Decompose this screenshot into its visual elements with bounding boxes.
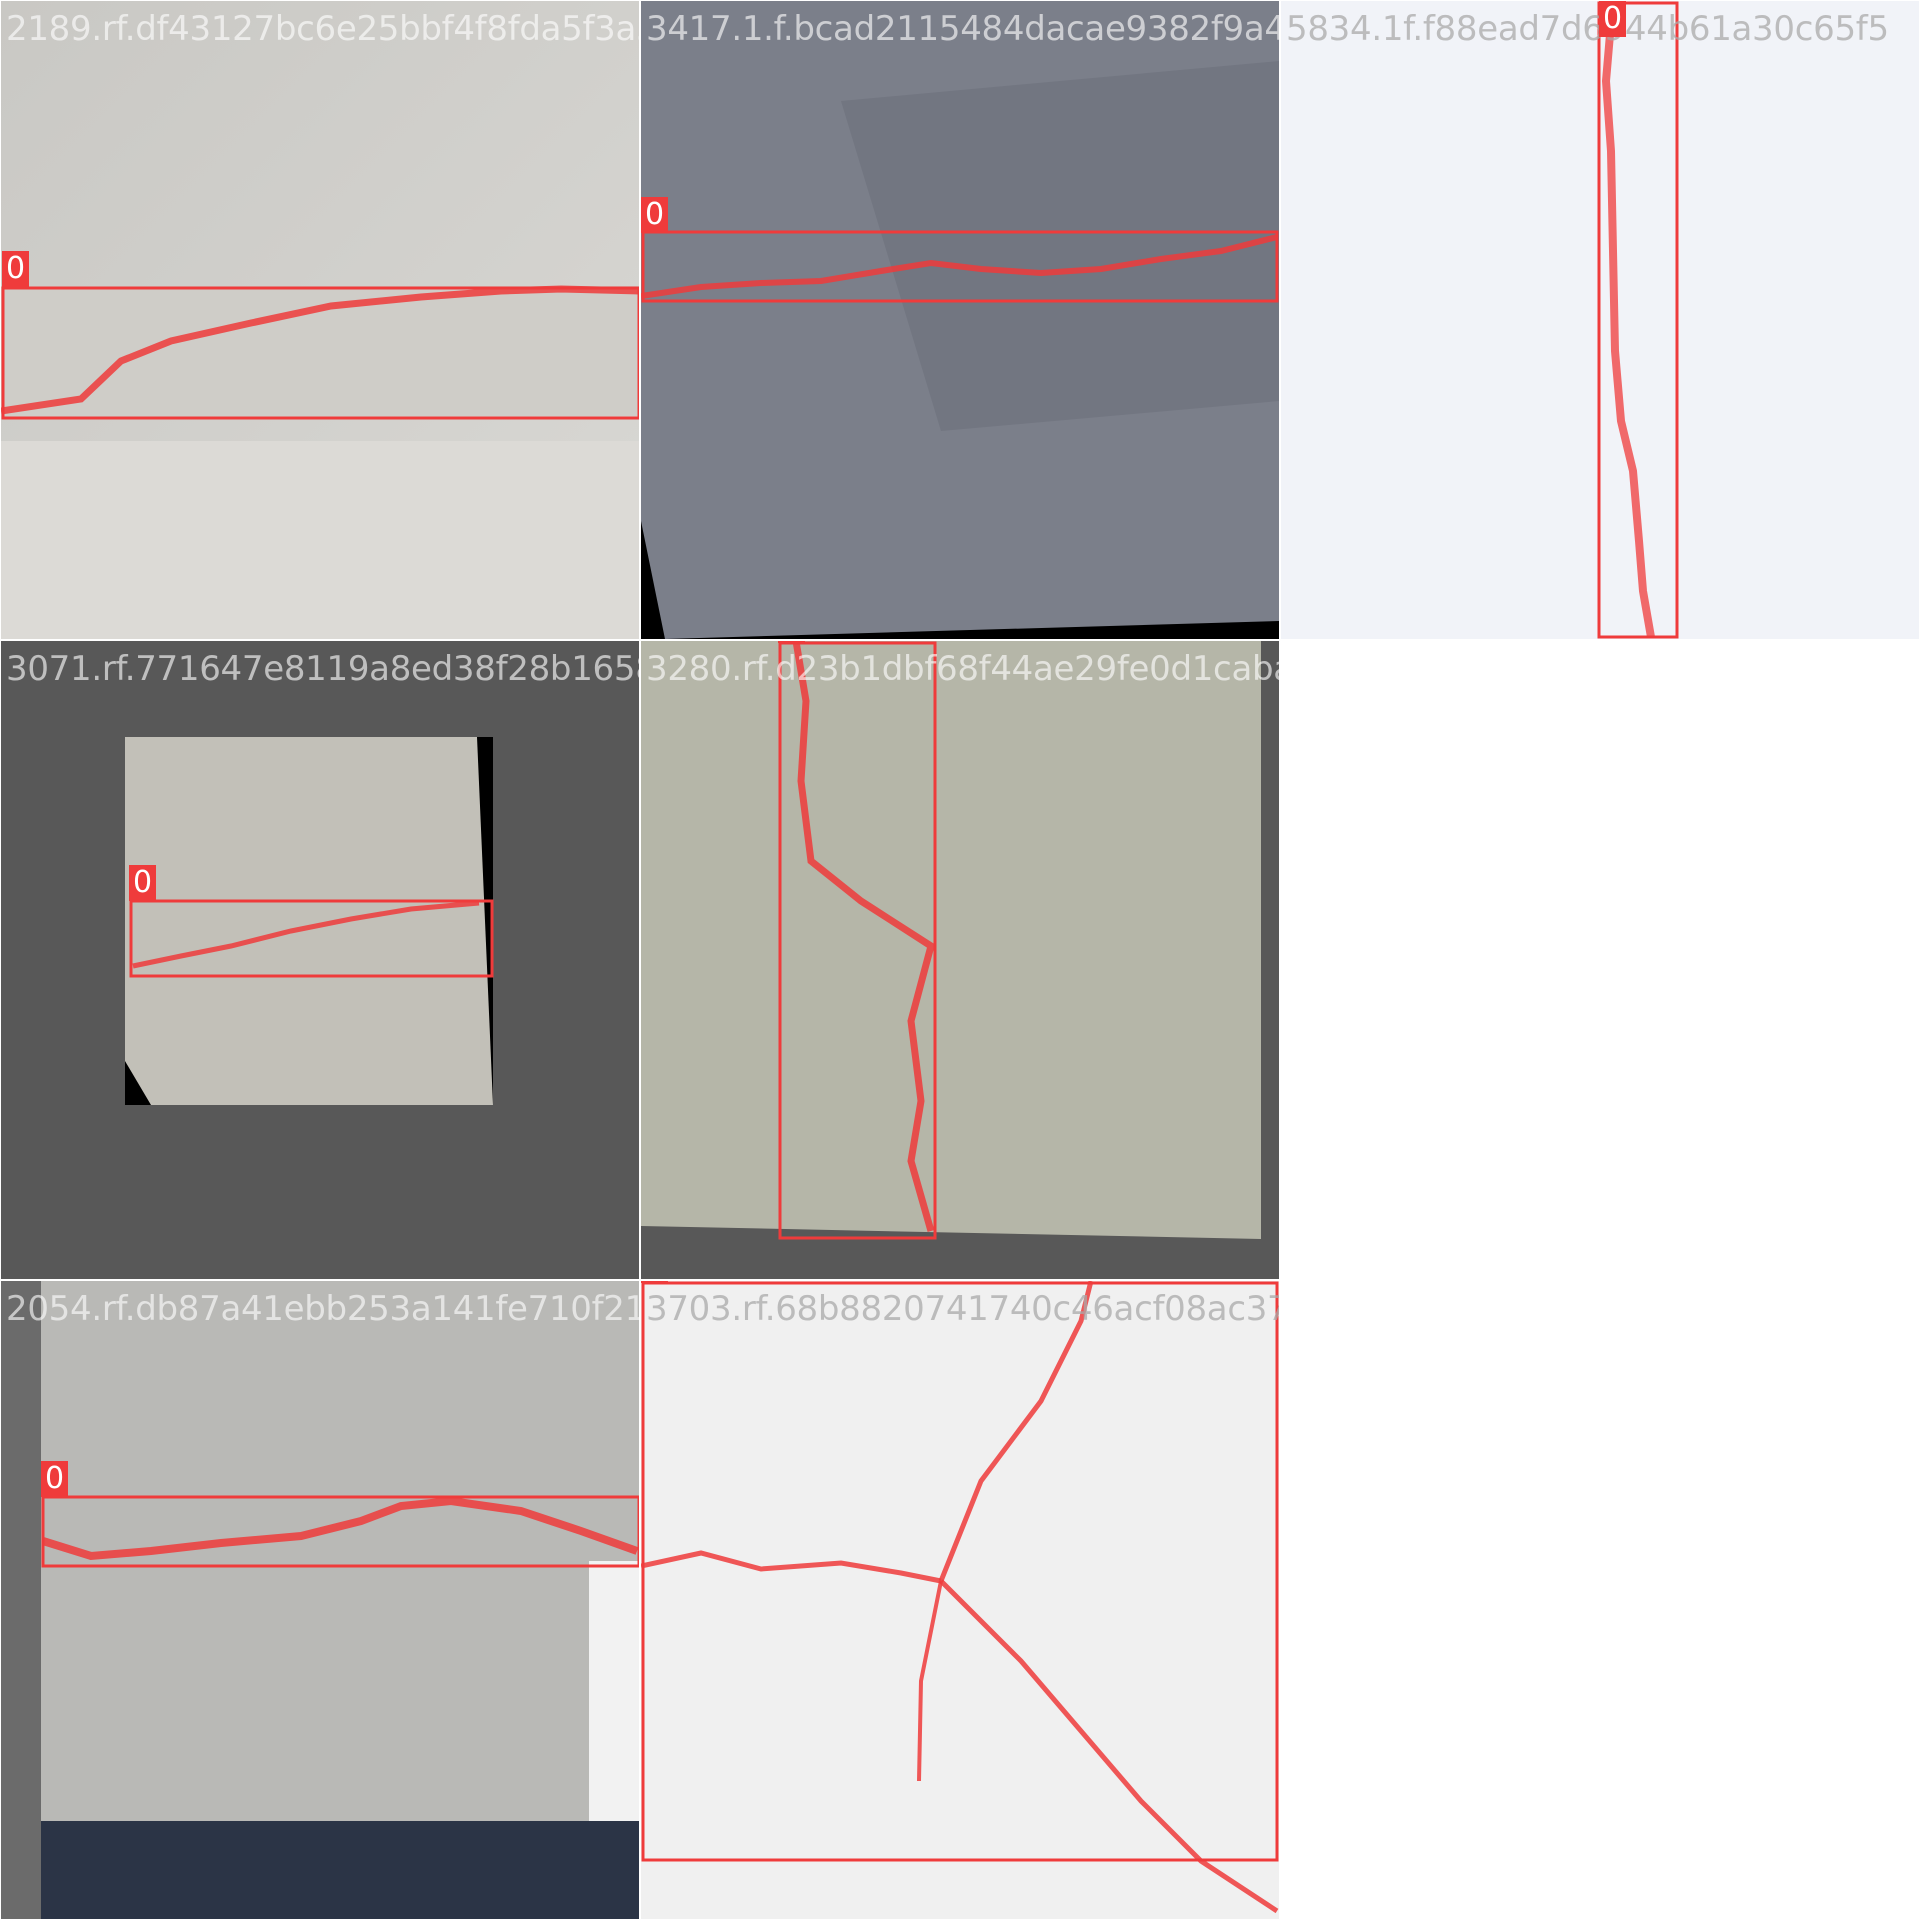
concrete-photo bbox=[1281, 1, 1919, 639]
crack-mask bbox=[41, 1496, 639, 1561]
crack-mask bbox=[938, 1281, 1094, 1582]
crack-mask bbox=[792, 641, 936, 1232]
crack-mask bbox=[939, 1579, 1279, 1914]
concrete-photo bbox=[641, 1281, 1279, 1919]
crack-mask bbox=[641, 1550, 942, 1584]
image-filename: 3280.rf.d23b1dbf68f44ae29fe0d1caba87e29 bbox=[646, 649, 1279, 689]
concrete-photo bbox=[641, 641, 1279, 1279]
image-filename: 3703.rf.68b8820741740c46acf08ac37f14bbe4 bbox=[646, 1289, 1279, 1329]
mosaic-tile-7: 3703.rf.68b8820741740c46acf08ac37f14bbe4… bbox=[641, 1281, 1279, 1919]
concrete-photo bbox=[641, 1, 1279, 639]
mosaic-tile-1: 2189.rf.df43127bc6e25bbf4f8fda5f3a54f635… bbox=[1, 1, 639, 639]
class-label: 0 bbox=[129, 865, 157, 901]
bounding-box bbox=[778, 641, 937, 1240]
crack-mask bbox=[917, 1580, 943, 1782]
class-label: 0 bbox=[778, 641, 806, 643]
bounding-box bbox=[641, 230, 1279, 303]
image-filename: 3071.rf.771647e8119a8ed38f28b16583290dfb bbox=[6, 649, 639, 689]
mosaic-tile-6: 2054.rf.db87a41ebb253a141fe710f2123 0 bbox=[1, 1281, 639, 1919]
crack-mask bbox=[1, 285, 639, 415]
concrete-photo bbox=[1, 1, 639, 639]
concrete-photo bbox=[1, 641, 639, 1279]
class-label: 0 bbox=[641, 1281, 669, 1283]
bounding-box bbox=[1, 286, 639, 420]
image-filename: 5834.1f.f88ead7d6944b61a30c65f5 bbox=[1286, 9, 1889, 49]
class-label: 0 bbox=[2, 251, 30, 287]
image-filename: 2189.rf.df43127bc6e25bbf4f8fda5f3a54f635 bbox=[6, 9, 639, 49]
bounding-box bbox=[641, 1281, 1279, 1862]
image-filename: 3417.1.f.bcad2115484dacae9382f9a4c5585a5… bbox=[646, 9, 1279, 49]
class-label: 0 bbox=[1599, 1, 1627, 37]
concrete-photo bbox=[1, 1281, 639, 1919]
bounding-box bbox=[1597, 1, 1679, 639]
crack-mask bbox=[641, 234, 1278, 299]
mosaic-tile-4: 3071.rf.771647e8119a8ed38f28b16583290dfb… bbox=[1, 641, 639, 1279]
mosaic-tile-2: 3417.1.f.bcad2115484dacae9382f9a4c5585a5… bbox=[641, 1, 1279, 639]
class-label: 0 bbox=[641, 197, 669, 233]
crack-mask bbox=[132, 900, 480, 969]
bounding-box bbox=[129, 899, 494, 978]
image-filename: 2054.rf.db87a41ebb253a141fe710f2123 bbox=[6, 1289, 639, 1329]
bounding-box bbox=[41, 1495, 639, 1568]
mosaic-tile-3: 5834.1f.f88ead7d6944b61a30c65f5 0 bbox=[1281, 1, 1919, 639]
mosaic-tile-5: 3280.rf.d23b1dbf68f44ae29fe0d1caba87e29 … bbox=[641, 641, 1279, 1279]
crack-mask bbox=[1601, 10, 1655, 638]
class-label: 0 bbox=[41, 1461, 69, 1497]
